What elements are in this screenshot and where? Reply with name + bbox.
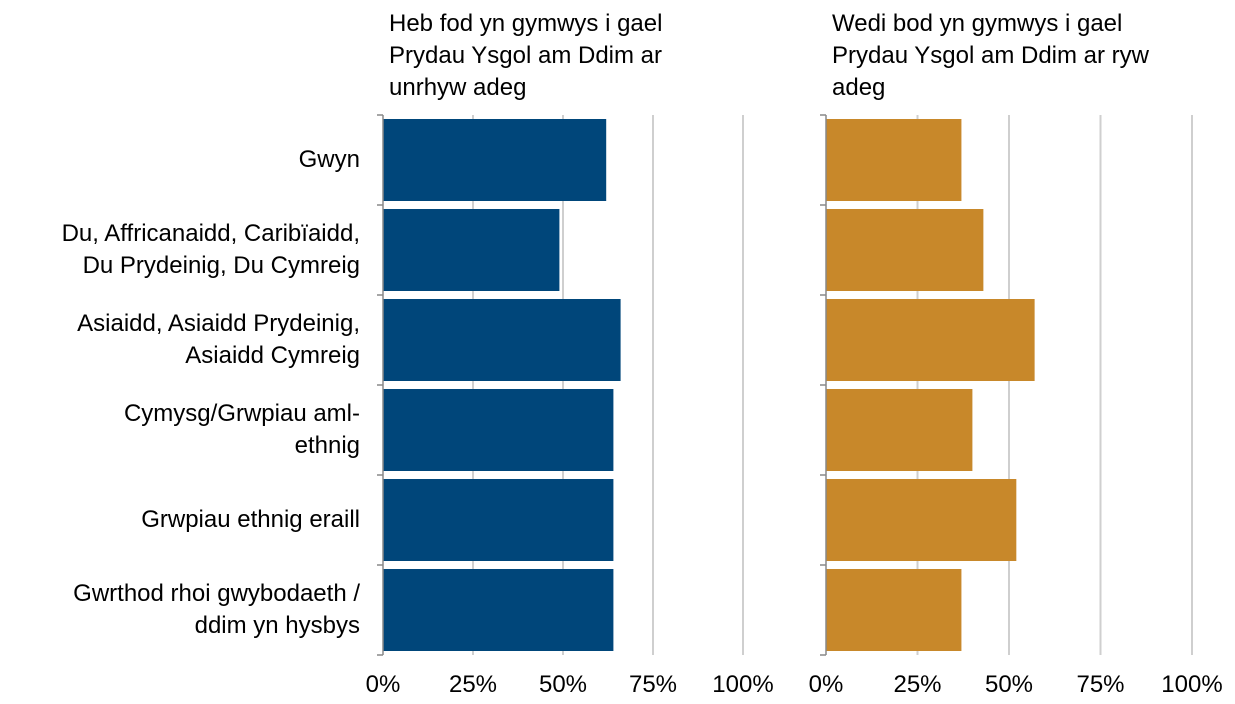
x-tick-label: 25%: [893, 671, 942, 698]
bar: [826, 299, 1035, 381]
category-label: Cymysg/Grwpiau aml- ethnig: [123, 400, 360, 459]
bar: [383, 209, 560, 291]
panel-title: Heb fod yn gymwys i gael Prydau Ysgol am…: [389, 10, 663, 101]
bar: [826, 479, 1017, 561]
x-tick-label: 75%: [1076, 671, 1125, 698]
category-label: Asiaidd, Asiaidd Prydeinig, Asiaidd Cymr…: [77, 310, 360, 369]
category-label: Gwrthod rhoi gwybodaeth / ddim yn hysbys: [73, 580, 360, 639]
x-tick-label: 50%: [538, 671, 588, 698]
bar: [826, 119, 962, 201]
bar: [383, 569, 614, 651]
bar: [383, 389, 614, 471]
panel-title: Wedi bod yn gymwys i gael Prydau Ysgol a…: [832, 10, 1149, 101]
bar: [826, 389, 973, 471]
x-tick-label: 25%: [448, 671, 498, 698]
x-tick-label: 75%: [628, 671, 678, 698]
bar: [826, 569, 962, 651]
x-tick-label: 50%: [984, 671, 1034, 698]
category-label: Grwpiau ethnig eraill: [141, 506, 360, 533]
x-tick-label: 0%: [808, 671, 844, 698]
bar: [826, 209, 984, 291]
bar: [383, 119, 607, 201]
bar: [383, 479, 614, 561]
x-tick-label: 100%: [1161, 671, 1223, 698]
x-tick-label: 100%: [712, 671, 774, 698]
bar: [383, 299, 621, 381]
category-label: Du, Affricanaidd, Caribïaidd, Du Prydein…: [61, 220, 360, 279]
x-tick-label: 0%: [365, 671, 401, 698]
category-label: Gwyn: [298, 146, 360, 173]
